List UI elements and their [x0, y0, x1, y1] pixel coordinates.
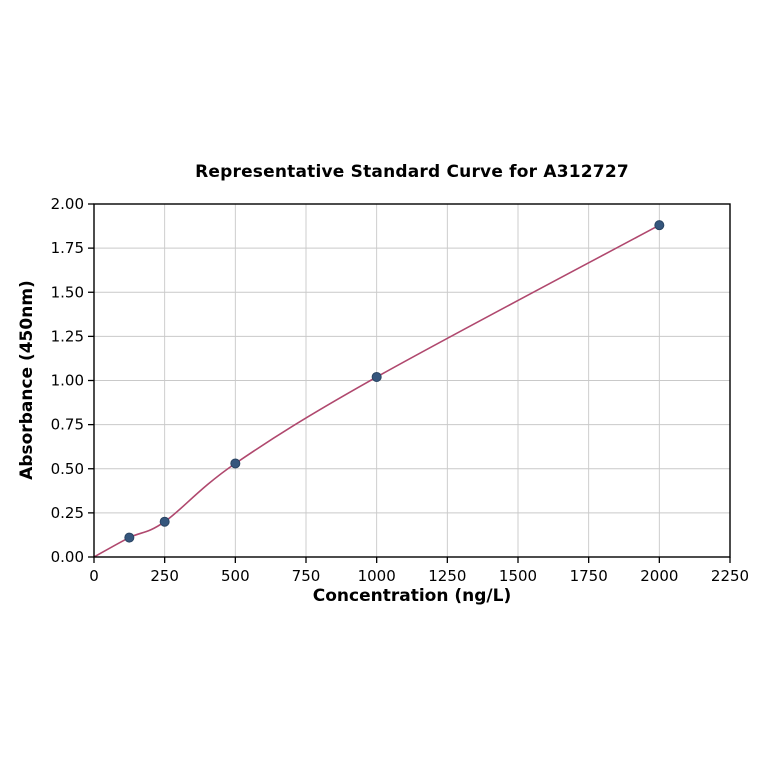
data-point	[230, 458, 241, 469]
x-tick-label: 500	[221, 567, 250, 585]
x-tick-label: 1250	[428, 567, 466, 585]
x-tick-label: 2000	[640, 567, 678, 585]
y-tick-label: 1.25	[51, 327, 84, 345]
chart-title: Representative Standard Curve for A31272…	[195, 162, 629, 182]
y-axis-label: Absorbance (450nm)	[17, 280, 37, 480]
data-point	[371, 371, 382, 382]
y-tick-label: 0.50	[51, 460, 84, 478]
data-point	[124, 532, 135, 543]
y-tick-label: 0.75	[51, 416, 84, 434]
x-tick-label: 0	[89, 567, 99, 585]
plot-border	[93, 203, 731, 558]
data-point	[159, 516, 170, 527]
x-tick-label: 750	[292, 567, 321, 585]
data-point	[654, 220, 665, 231]
y-tick-label: 1.50	[51, 283, 84, 301]
y-tick-label: 0.25	[51, 504, 84, 522]
x-tick-label: 1750	[570, 567, 608, 585]
y-tick-label: 1.00	[51, 372, 84, 390]
x-tick-label: 1500	[499, 567, 537, 585]
x-tick-label: 250	[150, 567, 179, 585]
y-tick-label: 1.75	[51, 239, 84, 257]
y-tick-label: 2.00	[51, 195, 84, 213]
x-tick-label: 1000	[358, 567, 396, 585]
x-tick-label: 2250	[711, 567, 749, 585]
x-axis-label: Concentration (ng/L)	[312, 586, 512, 606]
y-tick-label: 0.00	[51, 548, 84, 566]
